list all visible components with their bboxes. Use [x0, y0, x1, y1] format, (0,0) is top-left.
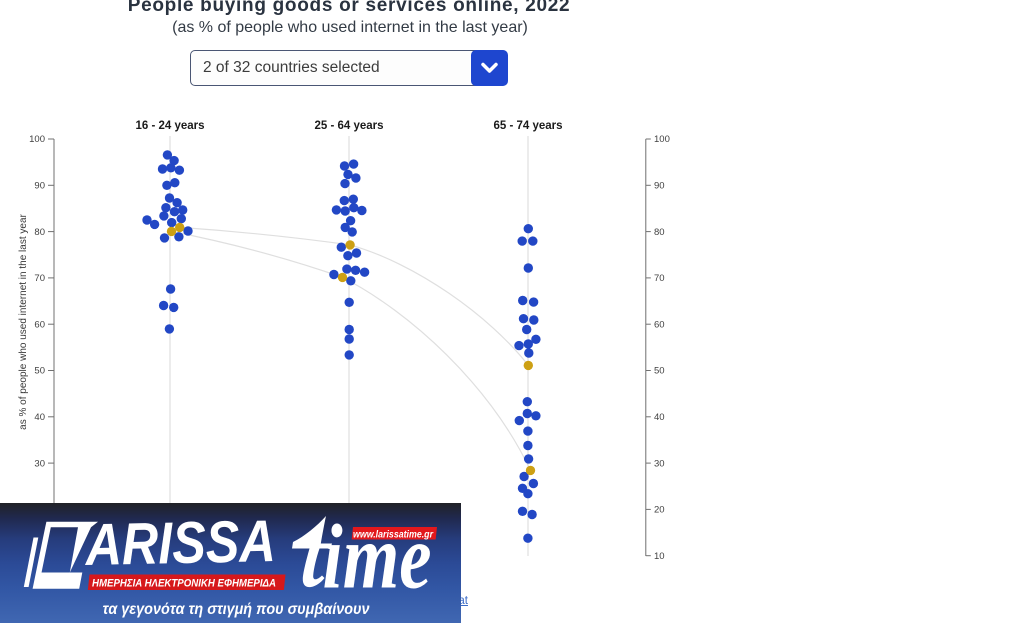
svg-text:as % of people who used intern: as % of people who used internet in the … — [18, 213, 29, 429]
svg-text:70: 70 — [34, 273, 45, 284]
svg-text:80: 80 — [654, 227, 665, 238]
svg-text:65 - 74 years: 65 - 74 years — [493, 120, 562, 132]
svg-text:40: 40 — [654, 412, 665, 423]
svg-text:ΗΜΕΡΗΣΙΑ ΗΛΕΚΤΡΟΝΙΚΗ ΕΦΗΜΕΡΙΔΑ: ΗΜΕΡΗΣΙΑ ΗΛΕΚΤΡΟΝΙΚΗ ΕΦΗΜΕΡΙΔΑ — [92, 578, 276, 590]
svg-text:ARISSA: ARISSA — [83, 508, 276, 578]
svg-text:ime: ime — [323, 505, 432, 607]
svg-text:16 - 24 years: 16 - 24 years — [135, 120, 204, 132]
svg-text:τα γεγονότα τη στιγμή που συμβ: τα γεγονότα τη στιγμή που συμβαίνουν — [103, 601, 370, 618]
svg-text:50: 50 — [654, 366, 665, 377]
svg-text:30: 30 — [654, 458, 665, 469]
svg-text:100: 100 — [29, 134, 45, 145]
svg-text:70: 70 — [654, 273, 665, 284]
svg-text:90: 90 — [34, 181, 45, 192]
svg-text:100: 100 — [654, 134, 670, 145]
svg-text:60: 60 — [34, 319, 45, 330]
svg-text:90: 90 — [654, 181, 665, 192]
svg-text:10: 10 — [654, 551, 665, 562]
svg-text:40: 40 — [34, 412, 45, 423]
svg-text:30: 30 — [34, 458, 45, 469]
svg-text:www.larissatime.gr: www.larissatime.gr — [353, 530, 434, 541]
svg-text:60: 60 — [654, 319, 665, 330]
svg-text:50: 50 — [34, 366, 45, 377]
svg-text:80: 80 — [34, 227, 45, 238]
svg-text:25 - 64 years: 25 - 64 years — [314, 120, 383, 132]
svg-text:20: 20 — [654, 505, 665, 516]
